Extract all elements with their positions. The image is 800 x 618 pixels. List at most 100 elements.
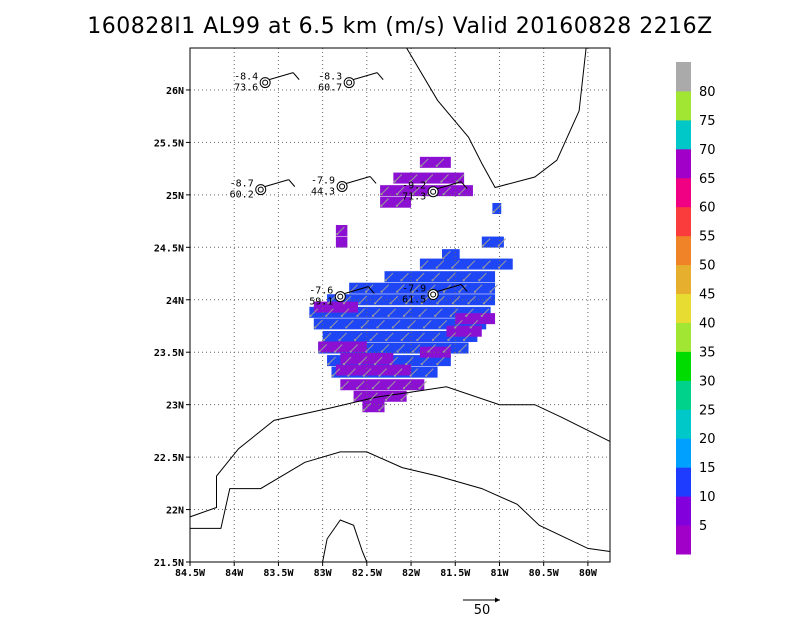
colorbar-label: 65 (699, 172, 716, 187)
colorbar-label: 10 (699, 490, 716, 505)
wind-vector (459, 284, 467, 293)
wind-vector (459, 344, 468, 352)
wind-vector (465, 308, 474, 317)
wind-cell-overlay (335, 236, 348, 248)
wind-vector (319, 344, 327, 352)
station-marker-inner (346, 79, 353, 86)
wind-vector-head (420, 363, 423, 366)
wind-vector (490, 284, 498, 293)
colorbar-label: 40 (699, 316, 716, 331)
wind-cell-overlay (340, 352, 394, 364)
wind-vector-head (384, 398, 388, 401)
colorbar-label: 80 (699, 85, 716, 100)
wind-vector (412, 186, 420, 195)
wind-vector-head (420, 266, 423, 269)
wind-cell-row (349, 282, 496, 294)
wind-cell-row (313, 318, 487, 330)
wind-vector (482, 238, 491, 246)
wind-vector (310, 308, 319, 317)
wind-vector-head (347, 374, 350, 377)
wind-vector (392, 319, 401, 328)
wind-vector-head (356, 387, 359, 390)
wind-vector (451, 260, 460, 268)
wind-vector (439, 319, 448, 328)
wind-vector-head (431, 279, 434, 282)
reference-label: 50 (474, 603, 491, 618)
wind-vector (396, 284, 405, 293)
station-layer: -8.473.6-8.360.7-8.760.2-7.944.3-9.271.3… (230, 72, 468, 308)
lat-tick-label: 23N (166, 401, 184, 412)
station-marker (343, 77, 355, 89)
wind-vector-head (424, 180, 427, 183)
station-barb-flag (376, 72, 384, 80)
wind-vector-head (360, 326, 363, 329)
lat-tick-label: 26N (166, 86, 184, 97)
lon-tick-label: 80W (579, 568, 598, 579)
wind-vector-head (369, 398, 372, 401)
wind-vector-head (385, 338, 388, 342)
station-barb-flag (288, 179, 296, 187)
wind-vector-head (422, 326, 426, 329)
coastline (322, 519, 368, 563)
wind-vector-head (389, 302, 392, 305)
station-marker-inner (430, 291, 437, 298)
lat-tick-label: 21.5N (154, 558, 184, 569)
wind-vector-head (458, 350, 461, 353)
wind-vector (432, 332, 441, 341)
lat-tick-label: 24.5N (154, 243, 184, 254)
colorbar-label: 30 (699, 374, 716, 389)
station-marker-inner (257, 186, 264, 193)
station-marker (255, 184, 267, 196)
wind-vector (381, 284, 390, 293)
wind-vector (323, 332, 332, 341)
station-label-temp: -7.9 (402, 284, 426, 295)
wind-vector-head (387, 387, 390, 390)
wind-vector-head (340, 314, 343, 317)
wind-vector-head (434, 314, 437, 317)
wind-cell-row (322, 330, 478, 342)
colorbar-label: 70 (699, 143, 716, 158)
wind-vector-head (442, 290, 445, 293)
wind-vector-head (389, 363, 392, 366)
wind-vector (403, 380, 412, 389)
lon-tick-label: 82W (402, 568, 421, 579)
wind-vector (452, 295, 461, 304)
lat-tick-label: 23.5N (154, 348, 184, 359)
wind-vector-head (454, 326, 457, 329)
wind-vector (385, 272, 394, 281)
station-marker (336, 180, 348, 192)
wind-vector-head (402, 314, 406, 317)
wind-vector-head (358, 363, 361, 366)
wind-vector-head (391, 326, 395, 329)
wind-vector (332, 368, 341, 377)
wind-vector (370, 392, 378, 401)
wind-vector (483, 260, 491, 268)
wind-vector-head (411, 350, 415, 353)
wind-vector (330, 319, 339, 328)
station-marker (427, 186, 439, 198)
wind-vector-head (436, 363, 439, 366)
wind-vector (456, 174, 465, 182)
station-label-temp: -9.2 (402, 181, 426, 192)
reference-arrow-head (495, 597, 500, 603)
wind-vector-head (327, 302, 330, 305)
lat-tick-label: 22.5N (154, 453, 184, 464)
wind-vector-head (318, 350, 321, 353)
station-label-temp: -8.7 (230, 179, 254, 190)
wind-vector (350, 284, 358, 293)
wind-vector (339, 332, 347, 341)
wind-vector-head (396, 350, 399, 353)
wind-vector (419, 308, 428, 317)
wind-vector (412, 284, 421, 293)
wind-vector-head (438, 326, 441, 329)
wind-cell-row (419, 156, 451, 168)
station-barb-shaft (269, 72, 294, 81)
wind-vector (419, 380, 427, 389)
wind-vector (421, 356, 430, 365)
wind-vector (443, 344, 452, 352)
wind-cell-row (309, 306, 491, 318)
colorbar-segment (676, 496, 691, 526)
station-barb-flag (369, 176, 377, 184)
wind-vector (436, 295, 445, 304)
wind-vector (396, 186, 405, 195)
